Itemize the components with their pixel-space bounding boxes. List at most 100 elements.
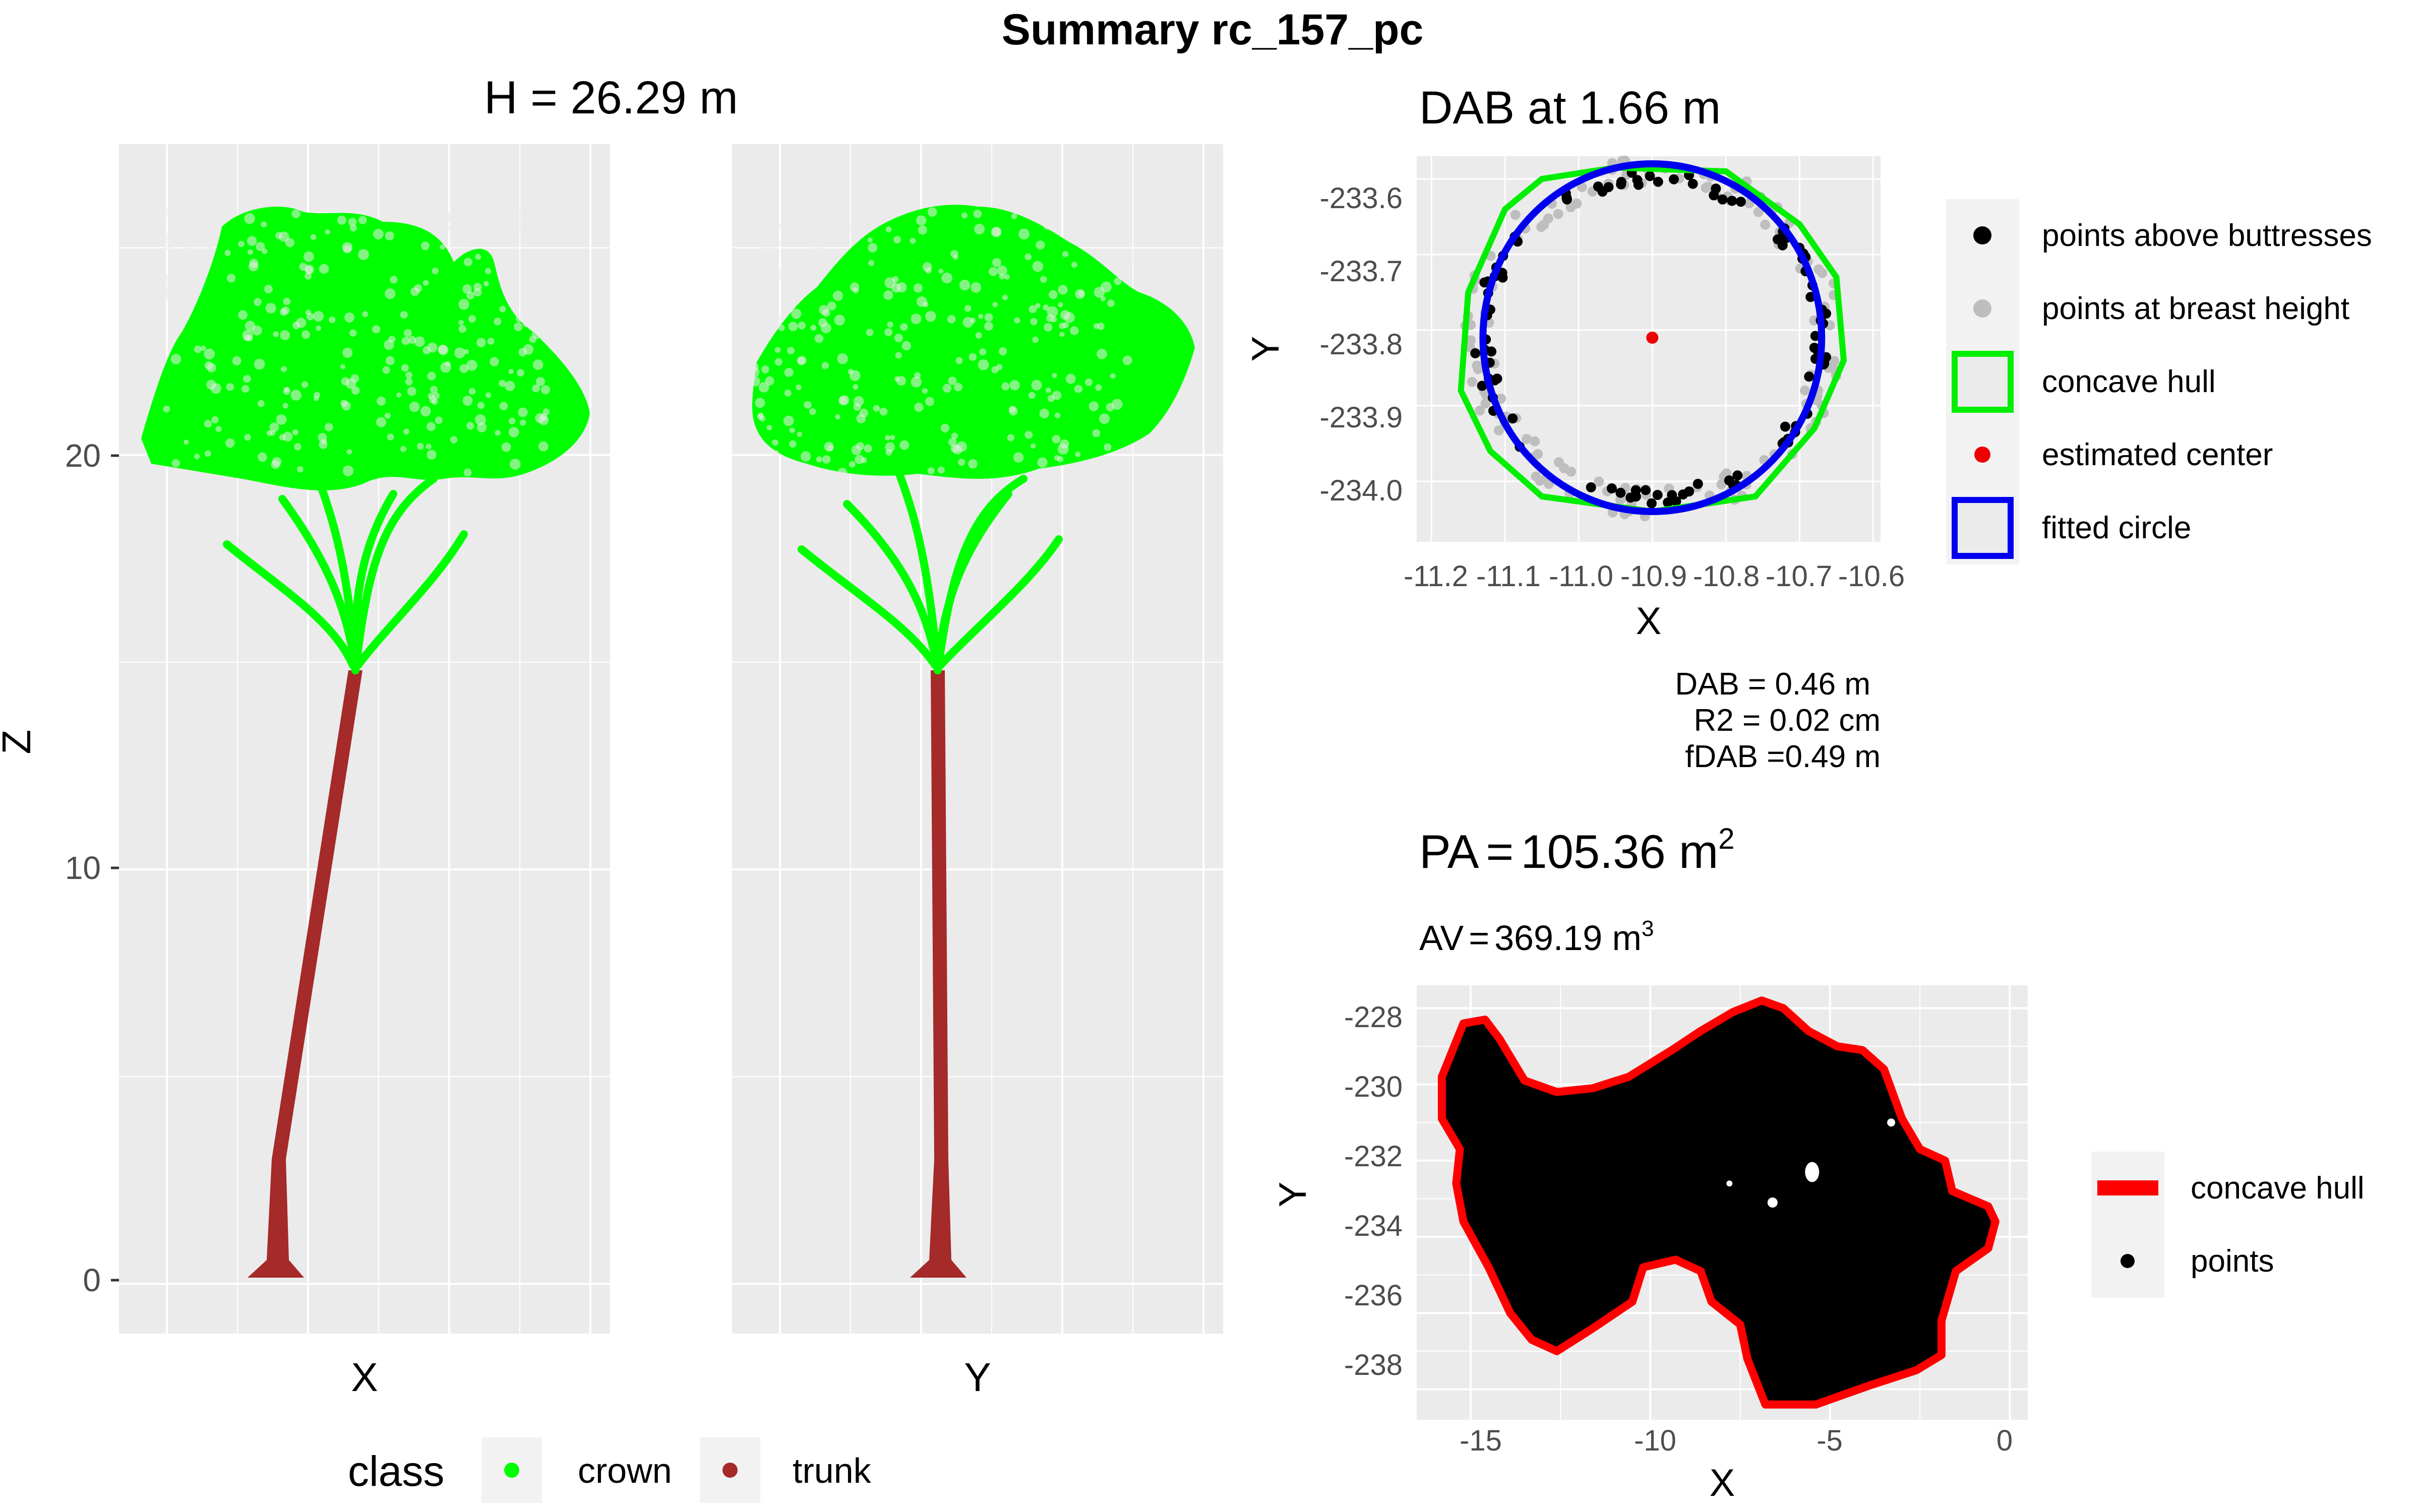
point-above-buttresses <box>1727 196 1737 206</box>
crown-gap <box>1040 276 1047 283</box>
point-breast-height <box>1494 425 1504 435</box>
crown-gap <box>282 431 293 442</box>
crown-gap <box>319 264 329 274</box>
crown-gap <box>475 254 481 260</box>
crown-gap <box>822 308 830 317</box>
crown-gap <box>992 227 1001 236</box>
crown-gap <box>542 408 550 415</box>
crown-gap <box>232 356 241 365</box>
crown-gap <box>952 445 962 455</box>
pa-title-superscript: 2 <box>1718 823 1734 855</box>
crown-gap <box>385 231 394 241</box>
crown-gap <box>879 407 888 416</box>
crown-gap <box>1009 380 1020 391</box>
dab-y-axis-label: Y <box>1244 336 1287 362</box>
point-breast-height <box>1539 219 1549 230</box>
crown-gap <box>273 331 279 338</box>
pa-y-tick-label-5: -236 <box>1344 1279 1403 1312</box>
point-above-buttresses <box>1477 381 1487 391</box>
crown-gap <box>1074 385 1083 393</box>
crown-gap <box>873 405 880 412</box>
point-above-buttresses <box>1561 193 1572 203</box>
crown-gap <box>508 417 516 425</box>
crown-gap <box>385 356 395 365</box>
crown-gap <box>1065 466 1071 472</box>
crown-gap <box>387 433 394 440</box>
crown-gap <box>468 388 476 395</box>
crown-gap <box>477 422 487 432</box>
estimated-center-point <box>1646 332 1659 344</box>
crown-gap <box>1044 323 1053 332</box>
crown-gap <box>1032 336 1039 343</box>
point-above-buttresses <box>1586 482 1596 492</box>
crown-gap <box>304 251 314 262</box>
crown-gap <box>187 243 195 251</box>
dab-y-ticks: -233.6 -233.7 -233.8 -233.9 -234.0 <box>1320 182 1403 507</box>
pa-title-value: 105.36 m <box>1521 825 1718 878</box>
crown-gap <box>510 273 520 284</box>
crown-gap <box>992 301 998 307</box>
crown-gap <box>842 212 850 220</box>
crown-gap <box>247 236 257 246</box>
crown-gap <box>534 216 542 224</box>
crown-gap <box>998 347 1007 356</box>
crown-gap <box>511 228 519 235</box>
crown-gap <box>373 228 384 239</box>
dab-legend-label-5: fitted circle <box>2042 511 2191 545</box>
crown-gap <box>1080 209 1089 218</box>
crown-branch <box>309 460 359 674</box>
crown-gap <box>341 401 351 411</box>
crown-gap <box>925 310 936 322</box>
crown-gap <box>1054 412 1061 418</box>
crown-gap <box>521 250 527 256</box>
crown-gap <box>910 237 916 244</box>
crown-gap <box>269 422 279 432</box>
point-above-buttresses <box>1647 498 1657 509</box>
dab-x-tick-label-7: -10.6 <box>1838 560 1905 593</box>
crown-gap <box>1111 399 1123 410</box>
crown-gap <box>896 282 907 293</box>
crown-gap <box>1059 332 1065 337</box>
point-breast-height <box>1510 210 1521 220</box>
crown-gap <box>264 284 273 294</box>
crown-gap <box>485 392 492 398</box>
crown-gap <box>385 288 396 299</box>
crown-gap <box>1035 303 1041 308</box>
crown-gap <box>224 249 231 257</box>
crown-gap <box>761 365 769 373</box>
point-breast-height <box>1703 181 1713 192</box>
crown-gap <box>414 336 425 347</box>
crown-gap <box>971 282 982 293</box>
crown-gap <box>975 332 982 339</box>
point-breast-height <box>1565 202 1576 212</box>
crown-gap <box>812 246 822 256</box>
crown-gap <box>349 224 357 232</box>
point-above-buttresses <box>1616 179 1626 190</box>
crown-gap <box>458 299 469 310</box>
crown-gap <box>816 456 822 463</box>
crown-branch <box>934 475 1027 674</box>
crown-gap <box>797 431 803 437</box>
crown-gap <box>382 366 390 374</box>
crown-gap <box>416 443 424 450</box>
crown-gap <box>810 325 817 331</box>
crown-gap <box>1099 413 1110 424</box>
crown-gap <box>885 449 892 456</box>
point-breast-height <box>1760 219 1771 230</box>
point-above-buttresses <box>1630 485 1641 495</box>
crown-gap <box>894 334 903 343</box>
crown-gap <box>422 280 429 286</box>
crown-gap <box>918 225 927 235</box>
av-subtitle-prefix: AV <box>1419 918 1464 958</box>
crown-gap <box>494 318 502 326</box>
crown-gap <box>1114 277 1122 285</box>
crown-gap <box>1805 1162 1820 1182</box>
crown-gap <box>911 376 922 388</box>
crown-gap <box>774 358 782 366</box>
crown-branch <box>893 465 942 674</box>
trunk <box>248 670 362 1278</box>
crown-gap <box>853 384 859 390</box>
crown-gap <box>258 452 267 462</box>
point-breast-height <box>1554 457 1564 468</box>
tree-profile-x <box>141 207 590 1278</box>
